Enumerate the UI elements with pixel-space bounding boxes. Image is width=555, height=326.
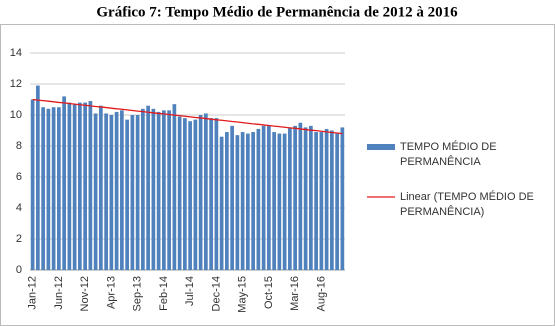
bar xyxy=(146,105,150,270)
bar xyxy=(83,102,87,270)
bar xyxy=(78,102,82,270)
bar xyxy=(256,128,261,270)
bar xyxy=(46,108,51,270)
bar xyxy=(335,133,339,270)
bar xyxy=(130,115,135,270)
x-tick-label: Feb-14 xyxy=(158,276,170,311)
bar xyxy=(230,125,234,270)
bar xyxy=(198,115,203,270)
bar xyxy=(240,132,245,270)
bar xyxy=(214,118,219,270)
bar xyxy=(51,107,56,270)
bar xyxy=(125,119,129,271)
bar xyxy=(88,101,93,270)
y-tick-label: 14 xyxy=(10,47,22,59)
y-tick-label: 12 xyxy=(10,78,22,90)
bar xyxy=(340,127,345,271)
bar xyxy=(162,110,166,270)
trend-line xyxy=(32,98,343,135)
bar xyxy=(288,127,292,271)
x-tick-label: Sep-13 xyxy=(132,276,144,311)
bar xyxy=(62,96,66,271)
bar xyxy=(183,118,187,270)
bar xyxy=(109,115,114,270)
bar xyxy=(235,135,240,270)
x-tick-label: Apr-13 xyxy=(105,276,117,309)
bar xyxy=(309,125,313,270)
legend-label: TEMPO MÉDIO DE PERMANÊNCIA xyxy=(400,141,497,168)
bar xyxy=(99,105,103,270)
bar xyxy=(324,128,329,270)
y-tick-label: 8 xyxy=(16,140,22,152)
bar xyxy=(314,132,318,270)
x-tick-label: Oct-15 xyxy=(263,276,275,309)
bar xyxy=(293,125,297,270)
bar xyxy=(267,125,271,270)
bar xyxy=(30,99,35,270)
bar xyxy=(167,110,171,270)
bar xyxy=(303,127,308,271)
x-tick-label: Jan-12 xyxy=(27,276,39,310)
y-tick-label: 6 xyxy=(16,171,22,183)
bar xyxy=(114,111,119,271)
x-tick-label: Dec-14 xyxy=(210,276,222,311)
y-tick-label: 2 xyxy=(16,233,22,245)
bar xyxy=(251,132,255,270)
x-tick-label: Nov-12 xyxy=(79,276,91,311)
bar xyxy=(219,136,224,270)
bar xyxy=(204,113,208,270)
bar xyxy=(172,104,177,271)
bar xyxy=(193,119,198,271)
chart-title: Gráfico 7: Tempo Médio de Permanência de… xyxy=(96,4,458,20)
legend-swatch xyxy=(367,144,395,150)
bar xyxy=(120,110,124,270)
bar xyxy=(298,122,303,270)
bar xyxy=(135,115,140,270)
bar xyxy=(177,116,182,270)
bar xyxy=(151,108,156,270)
bar xyxy=(272,132,276,270)
x-tick-label: Mar-16 xyxy=(289,276,301,311)
bar xyxy=(330,130,334,270)
bar xyxy=(57,107,61,270)
bar xyxy=(188,121,192,270)
y-tick-label: 4 xyxy=(16,202,22,214)
bar xyxy=(156,111,161,271)
bar xyxy=(141,108,145,270)
y-tick-label: 10 xyxy=(10,109,22,121)
bar xyxy=(36,85,40,270)
x-tick-label: Jun-12 xyxy=(53,276,65,310)
bar xyxy=(282,133,287,270)
bar xyxy=(93,113,98,270)
bar xyxy=(319,132,324,270)
bar xyxy=(261,125,266,270)
bar xyxy=(67,102,72,270)
x-tick-label: May-15 xyxy=(237,276,249,313)
bar xyxy=(72,104,77,271)
x-tick-label: Jul-14 xyxy=(184,276,196,306)
legend-label: Linear (TEMPO MÉDIO DE PERMANÊNCIA) xyxy=(400,191,534,218)
bar xyxy=(225,132,229,270)
bar xyxy=(277,133,282,270)
bar xyxy=(41,107,45,270)
bar xyxy=(246,133,250,270)
y-tick-label: 0 xyxy=(16,264,22,276)
bar xyxy=(104,113,108,270)
bar xyxy=(209,118,213,270)
x-tick-label: Aug-16 xyxy=(315,276,327,311)
